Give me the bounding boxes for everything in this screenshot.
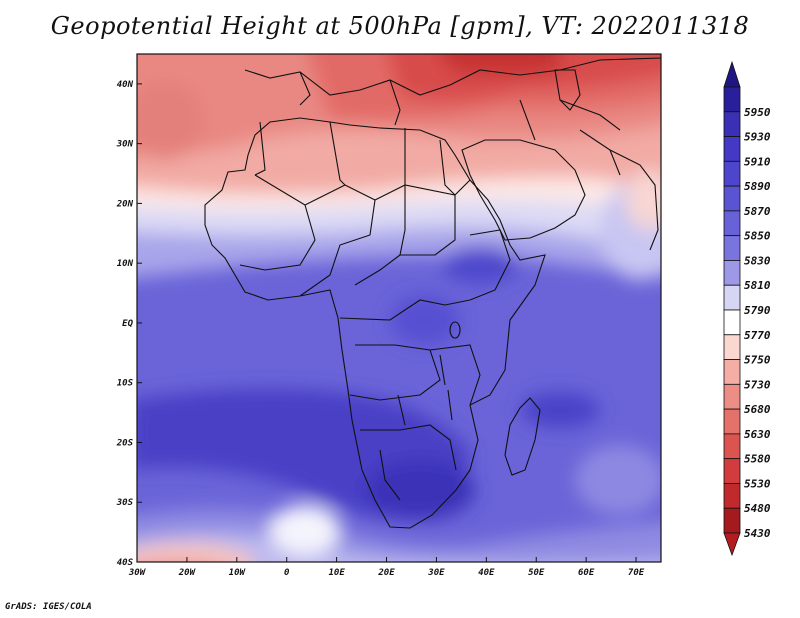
map-frame: [136, 53, 662, 563]
lon-tick-label: 70E: [628, 568, 645, 578]
credit-text: GrADS: IGES/COLA: [5, 602, 92, 612]
colorbar-top-arrow: [723, 60, 741, 88]
colorbar-swatch: [723, 235, 741, 261]
colorbar-swatch: [723, 210, 741, 237]
colorbar-swatch: [723, 408, 741, 435]
colorbar-swatch: [723, 383, 741, 410]
colorbar-swatch: [723, 185, 741, 212]
colorbar-swatch: [723, 458, 741, 484]
colorbar-swatch: [723, 433, 741, 460]
lon-tick-label: 30W: [128, 568, 147, 578]
colorbar-swatch: [723, 359, 741, 385]
latitude-axis: 40N 30N 20N 10N EQ 10S 20S 30S 40S: [116, 80, 142, 568]
colorbar-label: 5790: [744, 304, 771, 317]
colorbar-swatch: [723, 260, 741, 286]
colorbar-swatch: [723, 284, 741, 311]
lon-tick-label: 40E: [478, 568, 495, 578]
colorbar-label: 5830: [744, 254, 771, 267]
lat-tick-label: 30S: [116, 498, 134, 508]
lon-tick-label: 0: [284, 568, 290, 578]
colorbar-label: 5480: [744, 502, 771, 515]
lon-tick-label: 10E: [328, 568, 345, 578]
colorbar-label: 5910: [744, 155, 771, 168]
lon-tick-label: 20E: [377, 568, 395, 578]
colorbar-label: 5950: [744, 106, 771, 119]
colorbar-label: 5870: [744, 205, 771, 218]
coastlines: [204, 57, 661, 529]
colorbar-label: 5630: [744, 428, 771, 441]
colorbar: 5950 5930 5910 5890 5870 5850 5830 5810 5790 5770…: [723, 60, 771, 557]
lat-tick-label: 20N: [116, 199, 134, 209]
colorbar-swatch: [723, 334, 741, 360]
colorbar-swatch: [723, 86, 741, 113]
colorbar-label: 5770: [744, 329, 771, 342]
colorbar-swatch: [723, 507, 741, 534]
colorbar-label: 5680: [744, 403, 771, 416]
colorbar-swatch: [723, 160, 741, 187]
colorbar-label: 5530: [744, 477, 771, 490]
lon-tick-label: 50E: [528, 568, 545, 578]
lat-tick-label: 30N: [116, 140, 134, 150]
lat-tick-label: 10N: [117, 259, 134, 269]
colorbar-label: 5730: [744, 378, 771, 391]
lat-tick-label: 10S: [117, 379, 134, 389]
colorbar-swatch: [723, 111, 741, 137]
colorbar-label: 5580: [744, 453, 771, 466]
lon-tick-label: 20W: [178, 568, 197, 578]
colorbar-label: 5930: [744, 131, 771, 144]
colorbar-label: 5850: [744, 230, 771, 243]
lat-tick-label: EQ: [122, 319, 133, 329]
colorbar-bottom-arrow: [723, 532, 741, 557]
lon-tick-label: 60E: [578, 568, 595, 578]
longitude-axis: 30W 20W 10W 0 10E 20E 30E 40E 50E 60E 70E: [128, 557, 645, 578]
colorbar-label: 5750: [744, 354, 771, 367]
lat-tick-label: 20S: [116, 438, 134, 448]
lat-tick-label: 40N: [117, 80, 134, 90]
lat-tick-label: 40S: [117, 558, 134, 568]
colorbar-label: 5890: [744, 180, 771, 193]
colorbar-swatch: [723, 136, 741, 162]
colorbar-label: 5430: [744, 527, 771, 540]
lon-tick-label: 10W: [229, 568, 247, 578]
height-field: [137, 54, 661, 562]
colorbar-swatch: [723, 309, 741, 336]
lon-tick-label: 30E: [427, 568, 445, 578]
colorbar-swatch: [723, 483, 741, 509]
colorbar-label: 5810: [744, 279, 771, 292]
map-title: Geopotential Height at 500hPa [gpm], VT:…: [50, 12, 750, 40]
